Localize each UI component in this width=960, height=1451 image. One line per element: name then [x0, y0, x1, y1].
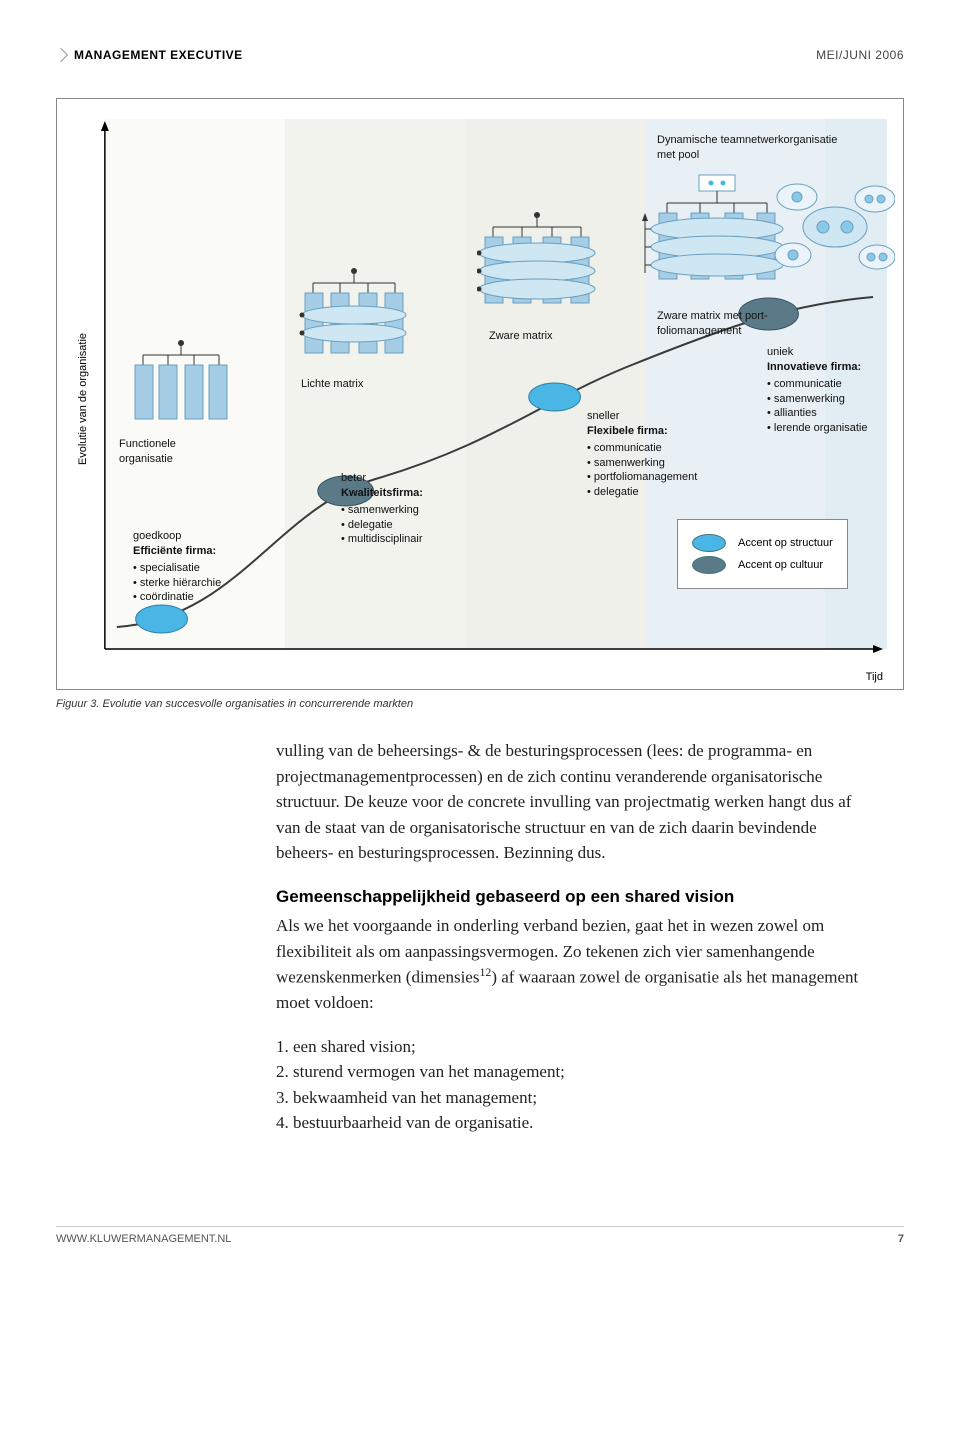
- chart-legend: Accent op structuur Accent op cultuur: [677, 519, 848, 589]
- list-item: samenwerking: [341, 503, 491, 518]
- list-item: delegatie: [341, 518, 491, 533]
- list-item: 4. bestuurbaarheid van de organisatie.: [276, 1110, 874, 1136]
- stage-label: Functionele organisatie: [119, 437, 176, 467]
- chevron-icon: [54, 48, 68, 62]
- evolution-chart: Evolutie van de organisatie Tijd: [77, 119, 883, 679]
- legend-label: Accent op structuur: [738, 537, 833, 549]
- list-item: allianties: [767, 406, 917, 421]
- stage-title: Flexibele firma:: [587, 425, 668, 437]
- page-number: 7: [898, 1233, 904, 1245]
- page-footer: WWW.KLUWERMANAGEMENT.NL 7: [56, 1226, 904, 1245]
- stage-desc: beter Kwaliteitsfirma: samenwerkingdeleg…: [341, 471, 491, 547]
- legend-swatch-struct: [692, 534, 726, 552]
- legend-label: Accent op cultuur: [738, 559, 823, 571]
- list-item: samenwerking: [587, 456, 747, 471]
- stage-label: Zware matrix: [489, 329, 553, 344]
- list-item: multidisciplinair: [341, 532, 491, 547]
- org-icon-light-matrix: [299, 267, 409, 367]
- stage-label: Zware matrix met port- foliomanagement: [657, 309, 807, 339]
- org-icon-functional: [131, 337, 231, 427]
- list-item: 2. sturend vermogen van het management;: [276, 1059, 874, 1085]
- stage-lead: goedkoop: [133, 530, 181, 542]
- stage-lead: sneller: [587, 410, 619, 422]
- list-item: 1. een shared vision;: [276, 1034, 874, 1060]
- list-item: sterke hiërarchie: [133, 576, 283, 591]
- list-item: communicatie: [767, 377, 917, 392]
- list-item: 3. bekwaamheid van het management;: [276, 1085, 874, 1111]
- org-icon-network: [775, 177, 895, 277]
- publication-label: MANAGEMENT EXECUTIVE: [74, 48, 243, 62]
- article-body: vulling van de beheersings- & de besturi…: [276, 738, 874, 1136]
- paragraph: Als we het voorgaande in onderling verba…: [276, 913, 874, 1016]
- figure-caption: Figuur 3. Evolutie van succesvolle organ…: [56, 698, 904, 710]
- stage-title: Innovatieve firma:: [767, 361, 861, 373]
- footer-url: WWW.KLUWERMANAGEMENT.NL: [56, 1233, 231, 1245]
- list-item: communicatie: [587, 441, 747, 456]
- page-header: MANAGEMENT EXECUTIVE MEI/JUNI 2006: [56, 48, 904, 62]
- list-item: samenwerking: [767, 392, 917, 407]
- issue-date: MEI/JUNI 2006: [816, 48, 904, 62]
- legend-swatch-cult: [692, 556, 726, 574]
- stage-desc: goedkoop Efficiënte firma: specialisatie…: [133, 529, 283, 605]
- stage-lead: beter: [341, 472, 366, 484]
- figure-frame: Evolutie van de organisatie Tijd: [56, 98, 904, 690]
- stage-label: Dynamische teamnetwerkorganisatie met po…: [657, 133, 877, 163]
- paragraph: vulling van de beheersings- & de besturi…: [276, 738, 874, 866]
- list-item: specialisatie: [133, 561, 283, 576]
- stage-lead: uniek: [767, 346, 793, 358]
- legend-row: Accent op cultuur: [692, 556, 833, 574]
- stage-label: Lichte matrix: [301, 377, 363, 392]
- stage-title: Efficiënte firma:: [133, 545, 216, 557]
- list-item: portfoliomanagement: [587, 470, 747, 485]
- enum-list: 1. een shared vision;2. sturend vermogen…: [276, 1034, 874, 1136]
- publication-title: MANAGEMENT EXECUTIVE: [56, 48, 243, 62]
- stage-title: Kwaliteitsfirma:: [341, 487, 423, 499]
- list-item: coördinatie: [133, 590, 283, 605]
- org-icon-heavy-matrix: [477, 211, 597, 321]
- stage-desc: uniek Innovatieve firma: communicatiesam…: [767, 345, 917, 436]
- legend-row: Accent op structuur: [692, 534, 833, 552]
- list-item: lerende organisatie: [767, 421, 917, 436]
- section-heading: Gemeenschappelijkheid gebaseerd op een s…: [276, 884, 874, 910]
- list-item: delegatie: [587, 485, 747, 500]
- stage-desc: sneller Flexibele firma: communicatiesam…: [587, 409, 747, 500]
- org-icon-portfolio-matrix: [637, 173, 787, 303]
- footnote-ref: 12: [479, 965, 491, 979]
